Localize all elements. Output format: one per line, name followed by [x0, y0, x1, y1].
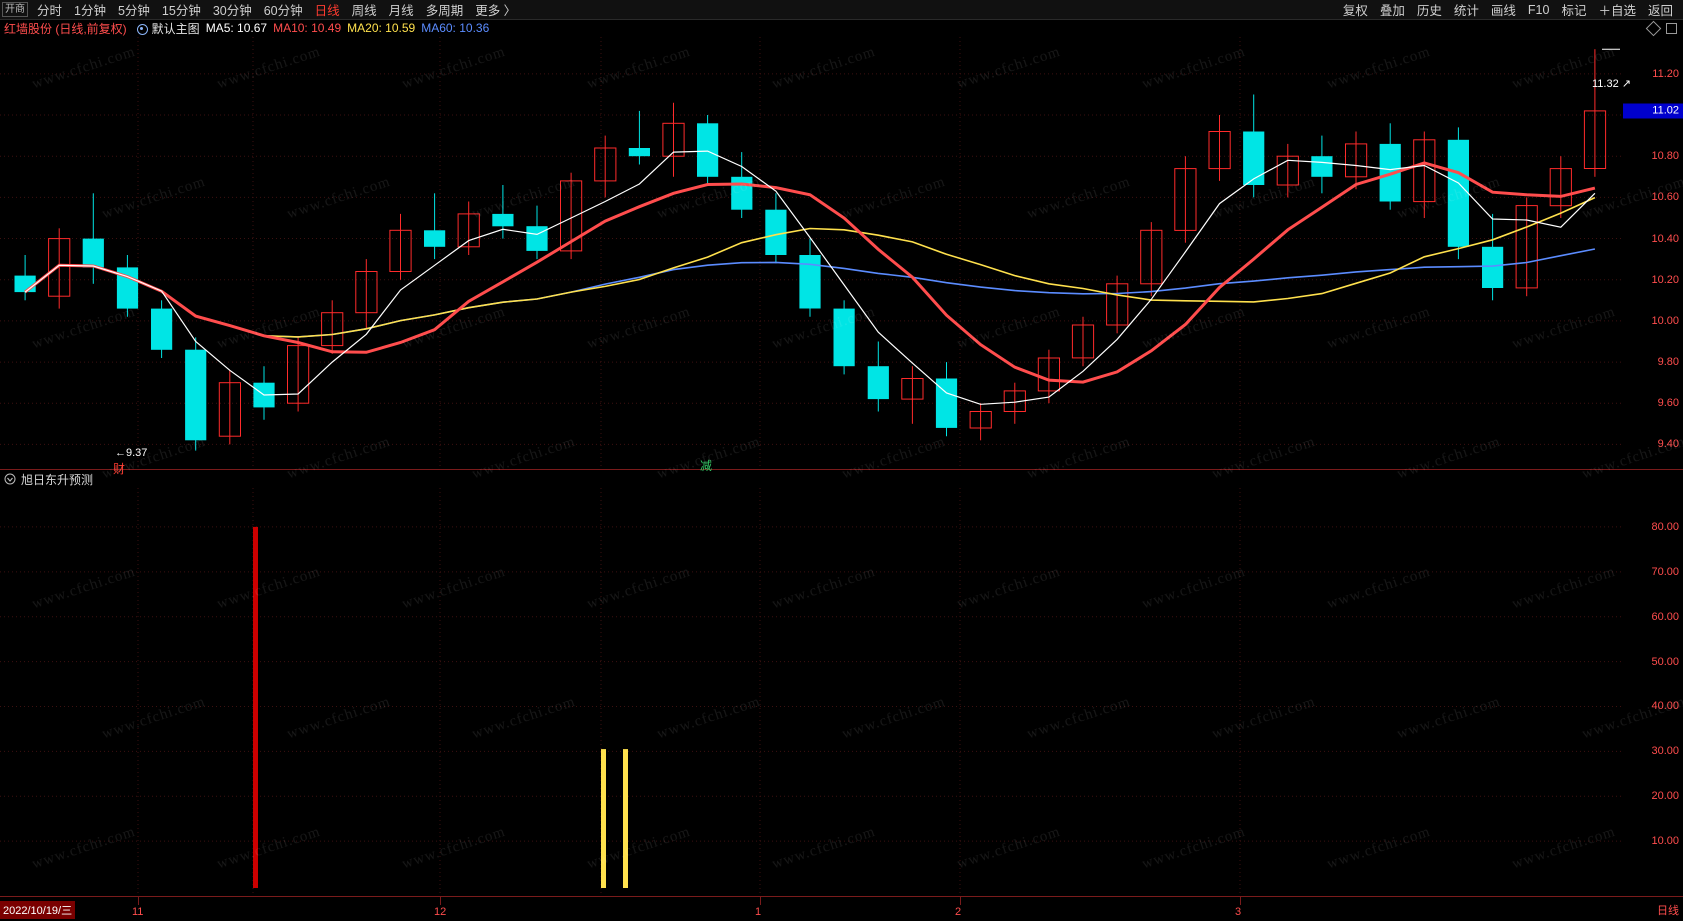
menu-item-fenshi[interactable]: 分时	[37, 4, 63, 18]
ma10-label: MA10: 10.49	[273, 21, 341, 35]
sub-tick-label: 30.00	[1651, 745, 1679, 758]
sub-indicator-canvas	[0, 488, 1623, 896]
indicator-name-label[interactable]: 默认主图	[151, 21, 200, 36]
low-price-tag: ←9.37	[115, 447, 147, 459]
month-label: 2	[955, 906, 962, 918]
menu-item-multi-period[interactable]: 多周期	[425, 4, 464, 18]
month-label: 11	[132, 906, 144, 918]
menu-item-f10[interactable]: F10	[1527, 2, 1550, 17]
main-price-chart[interactable]: 11.2011.0010.8010.6010.4010.2010.009.809…	[0, 37, 1683, 476]
top-menu-bar: 开商 分时 1分钟 5分钟 15分钟 30分钟 60分钟 日线 周线 月线 多周…	[0, 0, 1683, 20]
indicator-toggle-icon[interactable]	[136, 23, 148, 35]
menu-item-30min[interactable]: 30分钟	[212, 4, 252, 18]
sub-indicator-title[interactable]: 旭日东升预测	[21, 472, 94, 487]
sub-tick-label: 10.00	[1651, 835, 1679, 848]
sub-tick-label: 80.00	[1651, 520, 1679, 533]
menu-item-add-favorite[interactable]: ＋自选	[1598, 4, 1636, 18]
menu-item-15min[interactable]: 15分钟	[161, 4, 201, 18]
chart-info-line: 红墙股份 (日线,前复权) 默认主图 MA5: 10.67 MA10: 10.4…	[0, 20, 1683, 36]
date-tick	[1240, 897, 1241, 905]
menu-item-fuquan[interactable]: 复权	[1342, 4, 1368, 18]
month-label: 3	[1235, 906, 1242, 918]
menu-item-5min[interactable]: 5分钟	[117, 4, 150, 18]
price-tick-label: 9.80	[1657, 356, 1679, 369]
price-tick-label: 10.00	[1651, 314, 1679, 327]
price-tick-label: 10.80	[1651, 150, 1679, 163]
menu-item-statistics[interactable]: 统计	[1453, 4, 1479, 18]
period-label: 日线	[1657, 905, 1679, 917]
sub-indicator-chart[interactable]: 80.00 70.00 60.00 50.00 40.00 30.00 20.00 10.00	[0, 488, 1683, 896]
time-axis-bar[interactable]: 2022/10/19/三 日线 11 12 1 2 3	[0, 896, 1683, 921]
expand-icon[interactable]	[1666, 22, 1677, 34]
date-tick	[760, 897, 761, 905]
candlestick-canvas	[0, 37, 1623, 469]
price-tick-label: 10.60	[1651, 191, 1679, 204]
price-tick-label: 10.20	[1651, 273, 1679, 286]
ma5-name: MA5:	[205, 21, 234, 35]
ma10-value: 10.49	[311, 21, 342, 35]
ma60-value: 10.36	[459, 21, 490, 35]
sub-value-axis: 80.00 70.00 60.00 50.00 40.00 30.00 20.00 10.00	[1623, 488, 1683, 896]
app-logo-icon: 开商	[2, 2, 28, 17]
current-date-badge: 2022/10/19/三	[0, 901, 76, 919]
high-price-value: 11.32	[1592, 78, 1619, 90]
menu-item-daily[interactable]: 日线	[314, 4, 340, 18]
top-menu-right: 复权 叠加 历史 统计 画线 F10 标记 ＋自选 返回	[1337, 0, 1683, 20]
menu-item-diejia[interactable]: 叠加	[1379, 4, 1405, 18]
current-price-badge: 11.02	[1623, 103, 1683, 119]
menu-item-monthly[interactable]: 月线	[388, 4, 414, 18]
ma20-name: MA20:	[347, 21, 382, 35]
low-price-value: 9.37	[126, 447, 148, 459]
mark-cai[interactable]: 财	[113, 462, 126, 476]
date-tick	[138, 897, 139, 905]
price-tick-label: 10.40	[1651, 232, 1679, 245]
ma20-value: 10.59	[385, 21, 416, 35]
menu-item-history[interactable]: 历史	[1416, 4, 1442, 18]
sub-tick-label: 60.00	[1651, 610, 1679, 623]
price-tick-label: 11.20	[1652, 67, 1679, 80]
ma20-label: MA20: 10.59	[347, 21, 415, 35]
date-tick	[960, 897, 961, 905]
menu-item-weekly[interactable]: 周线	[351, 4, 377, 18]
menu-item-1min[interactable]: 1分钟	[74, 4, 106, 18]
ma60-label: MA60: 10.36	[421, 21, 489, 35]
arrow-up-icon: ↗	[1621, 78, 1631, 90]
date-tick	[440, 897, 441, 905]
menu-item-drawline[interactable]: 画线	[1490, 4, 1516, 18]
sub-tick-label: 40.00	[1651, 700, 1679, 713]
price-axis: 11.2011.0010.8010.6010.4010.2010.009.809…	[1623, 37, 1683, 469]
ma5-label: MA5: 10.67	[206, 21, 267, 35]
arrow-left-icon: ←	[115, 447, 126, 459]
high-price-tag: 11.32 ↗	[1592, 77, 1631, 90]
menu-item-60min[interactable]: 60分钟	[263, 4, 303, 18]
month-label: 1	[755, 906, 762, 918]
price-tick-label: 9.40	[1657, 438, 1679, 451]
ma60-name: MA60:	[421, 21, 456, 35]
mark-jian[interactable]: 减	[700, 459, 713, 473]
month-label: 12	[434, 906, 447, 918]
sub-tick-label: 20.00	[1651, 790, 1679, 803]
sub-tick-label: 70.00	[1651, 565, 1679, 578]
menu-item-mark[interactable]: 标记	[1561, 4, 1587, 18]
ma5-value: 10.67	[237, 21, 268, 35]
top-menu-left: 开商 分时 1分钟 5分钟 15分钟 30分钟 60分钟 日线 周线 月线 多周…	[0, 0, 522, 20]
menu-item-more[interactable]: 更多 〉	[475, 4, 517, 18]
chart-header-icons	[1645, 20, 1683, 36]
sub-indicator-header: 旭日东升预测	[0, 470, 1683, 489]
ma10-name: MA10:	[273, 21, 308, 35]
menu-item-back[interactable]: 返回	[1647, 4, 1673, 18]
stock-name-label[interactable]: 红墙股份 (日线,前复权)	[4, 21, 127, 36]
price-tick-label: 9.60	[1657, 397, 1679, 410]
chevron-down-icon[interactable]	[4, 473, 16, 485]
diamond-icon[interactable]	[1645, 20, 1662, 36]
sub-tick-label: 50.00	[1651, 655, 1679, 668]
